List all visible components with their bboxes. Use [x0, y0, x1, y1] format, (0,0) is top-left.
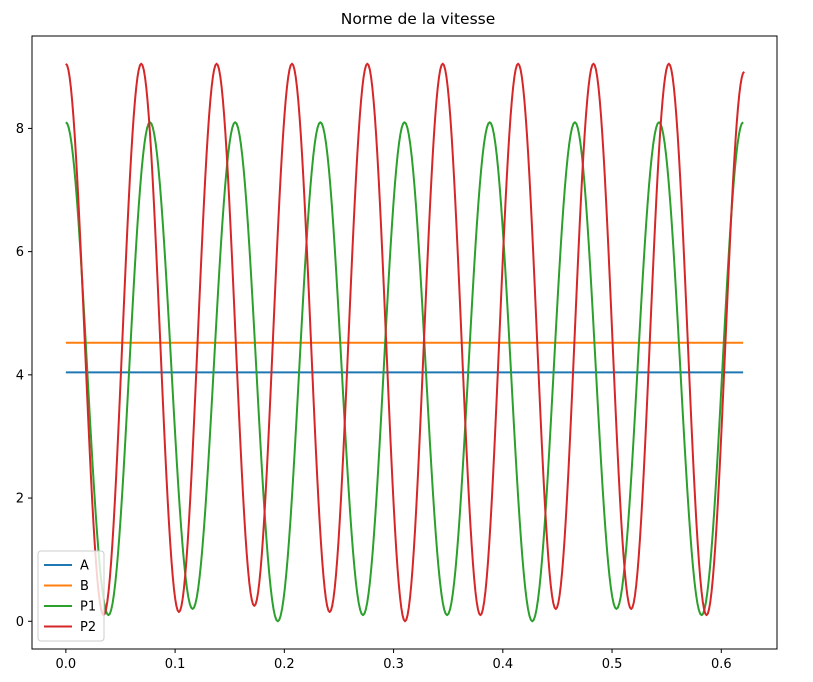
x-tick-label: 0.0 [56, 657, 77, 672]
legend-label-b: B [80, 579, 89, 594]
legend-box [37, 550, 105, 642]
series-line-p1 [65, 121, 744, 623]
y-tick-label: 6 [16, 245, 24, 260]
y-tick-label: 8 [16, 122, 24, 137]
x-tick-label: 0.4 [492, 657, 513, 672]
x-tick-label: 0.3 [383, 657, 404, 672]
plot-series [65, 62, 745, 623]
legend-label-p2: P2 [80, 620, 96, 635]
legend-label-a: A [80, 559, 89, 574]
legend: AB P1 P2 [37, 550, 105, 642]
legend-label-p1: P1 [80, 600, 96, 615]
y-tick-label: 4 [16, 368, 24, 383]
plot-frame [31, 35, 778, 650]
x-tick-label: 0.5 [602, 657, 623, 672]
x-tick-label: 0.1 [165, 657, 186, 672]
y-tick-label: 0 [16, 615, 24, 630]
y-axis: 0 2 4 6 8 [16, 122, 32, 630]
x-axis: 0.0 0.1 0.2 0.3 0.4 0.5 0.6 [56, 649, 732, 672]
x-tick-label: 0.2 [274, 657, 295, 672]
series-line-p2 [65, 62, 745, 623]
x-tick-label: 0.6 [711, 657, 732, 672]
chart-title: Norme de la vitesse [341, 10, 496, 28]
y-tick-label: 2 [16, 492, 24, 507]
